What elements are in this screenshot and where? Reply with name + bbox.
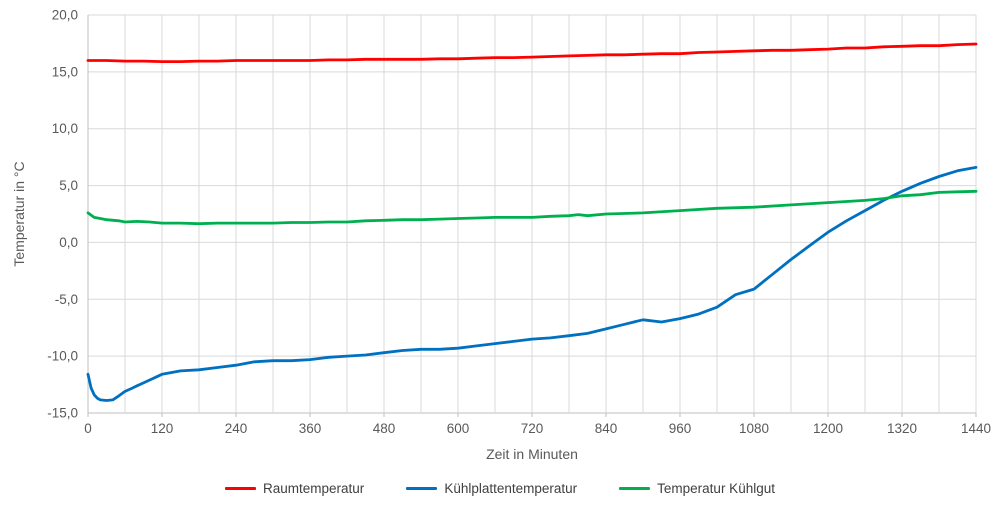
x-tick-label: 1080 (739, 421, 769, 436)
y-tick-label: 15,0 (52, 64, 78, 79)
x-tick-label: 360 (299, 421, 322, 436)
series-line-k-hlplattentemperatur (86, 165, 978, 402)
legend-item: Temperatur Kühlgut (619, 481, 775, 496)
x-tick-label: 240 (225, 421, 248, 436)
y-tick-label: -15,0 (47, 406, 78, 421)
plot-area: 0 120 240 360 480 600 720 840 960 1080 1200 1320 144… (47, 8, 991, 437)
x-tick-label: 480 (373, 421, 396, 436)
y-tick-label: -5,0 (55, 292, 78, 307)
y-tick-label: -10,0 (47, 349, 78, 364)
legend: Raumtemperatur Kühlplattentemperatur Tempe… (0, 481, 1000, 496)
y-tick-label: 10,0 (52, 121, 78, 136)
legend-line-swatch (225, 487, 257, 490)
series-line-temperatur-k-hlgut (86, 189, 978, 226)
legend-line-swatch (619, 487, 651, 490)
legend-line-swatch (406, 487, 438, 490)
series-line-raumtemperatur (86, 42, 978, 63)
x-tick-label: 120 (151, 421, 174, 436)
y-tick-label: 0,0 (59, 235, 78, 250)
x-tick-label: 720 (521, 421, 544, 436)
x-tick-label: 1440 (961, 421, 991, 436)
y-tick-label: 20,0 (52, 8, 78, 23)
y-tick-label: 5,0 (59, 178, 78, 193)
x-tick-label: 960 (669, 421, 692, 436)
x-tick-label: 1320 (887, 421, 917, 436)
x-tick-label: 0 (84, 421, 92, 436)
legend-item: Kühlplattentemperatur (406, 481, 577, 496)
legend-item: Raumtemperatur (225, 481, 364, 496)
legend-label: Temperatur Kühlgut (657, 481, 775, 496)
x-tick-label: 1200 (813, 421, 843, 436)
x-tick-label: 840 (595, 421, 618, 436)
x-tick-label: 600 (447, 421, 470, 436)
x-axis-title: Zeit in Minuten (486, 446, 578, 462)
legend-label: Kühlplattentemperatur (444, 481, 578, 496)
legend-label: Raumtemperatur (263, 481, 365, 496)
